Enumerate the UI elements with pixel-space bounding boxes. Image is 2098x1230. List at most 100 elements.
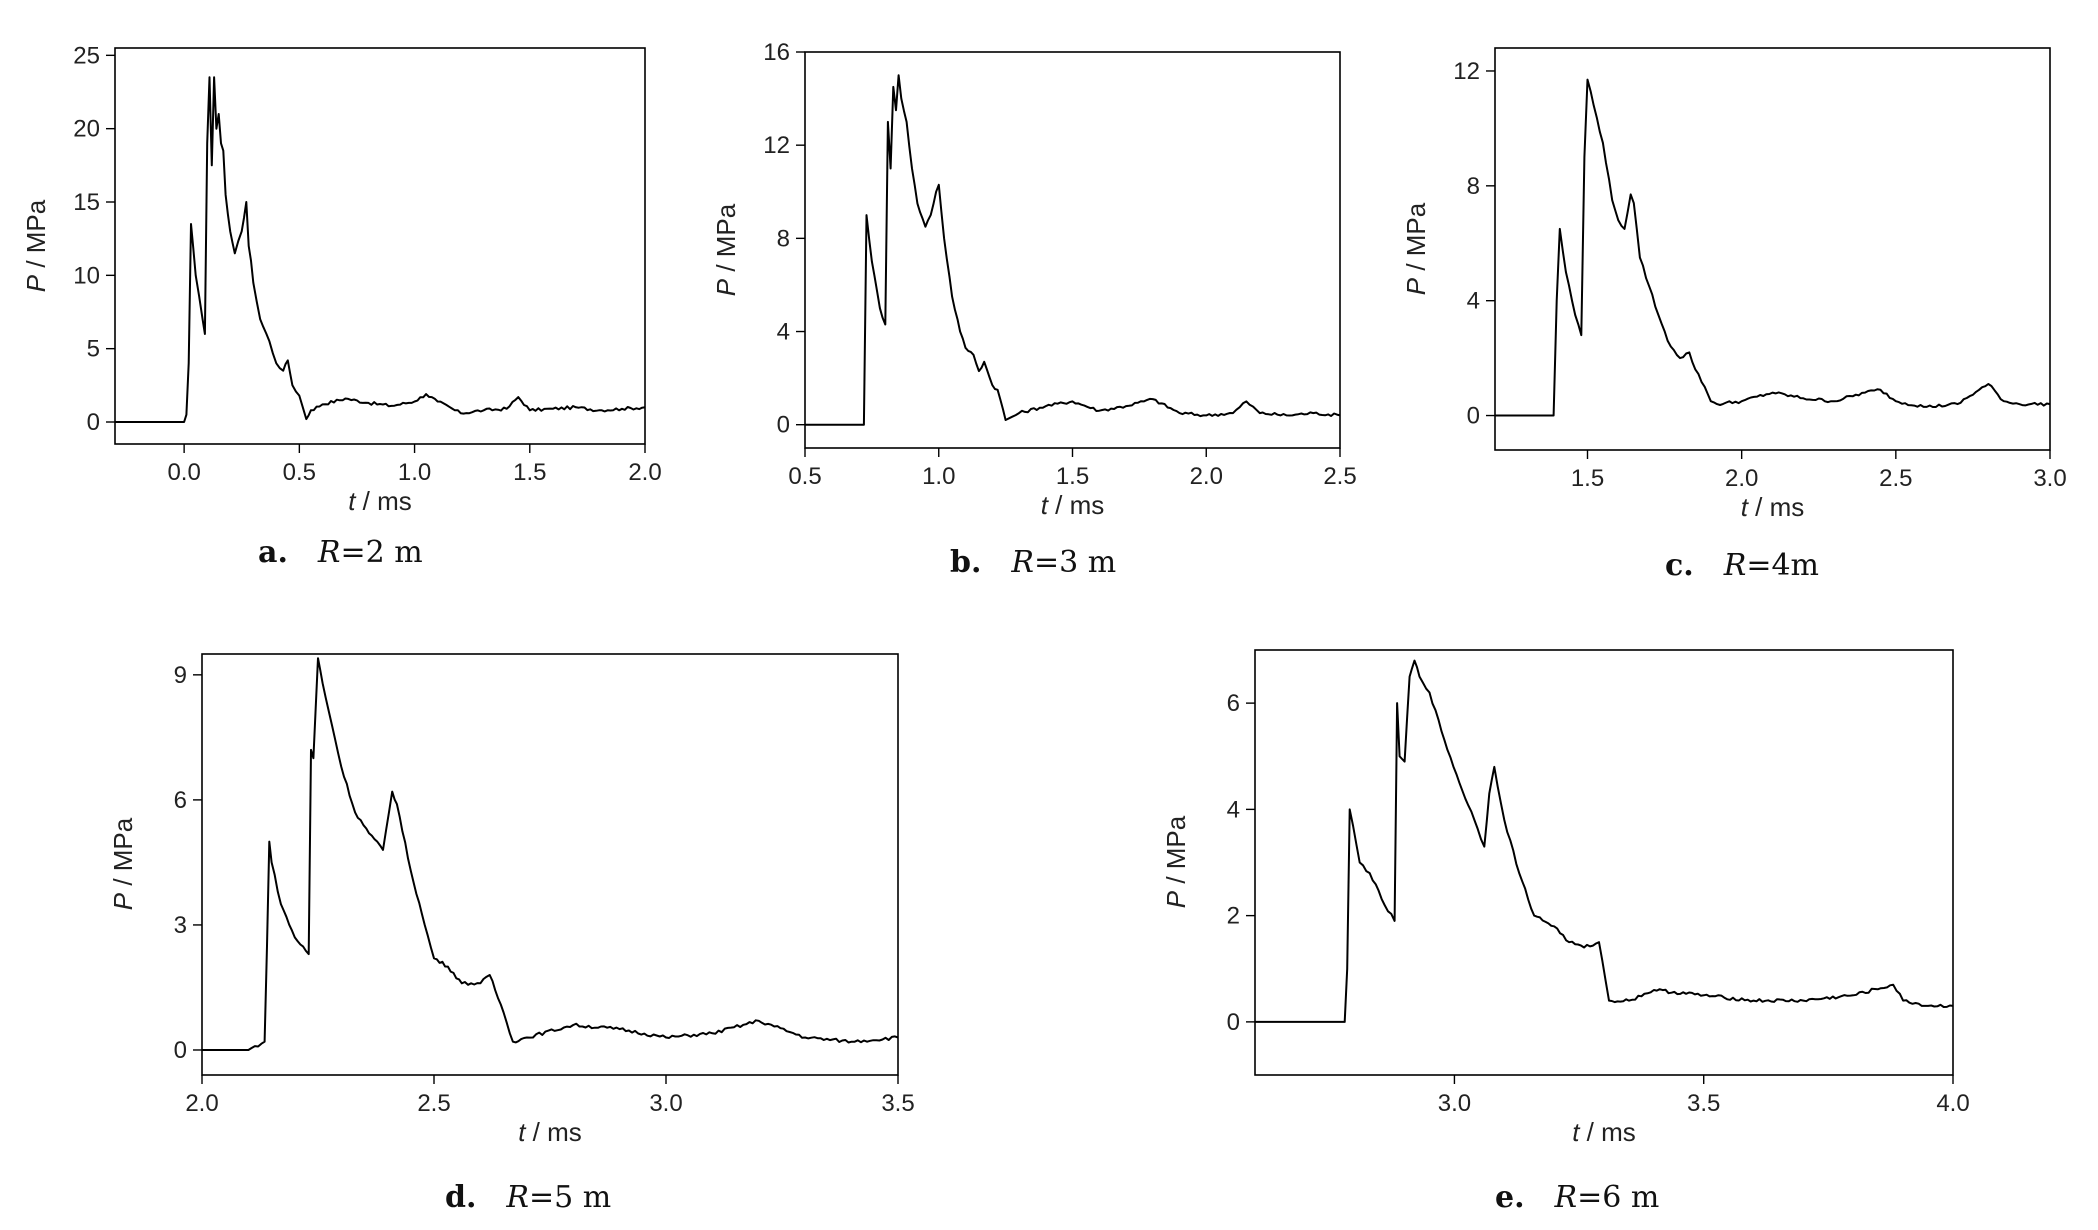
x-tick-label: 0.5 [788,463,821,490]
y-tick-label: 25 [73,42,100,69]
x-axis-label: t / ms [1572,1117,1636,1147]
y-tick-label: 0 [1467,403,1480,430]
x-tick-label: 0.5 [283,459,316,486]
caption-value: =4m [1746,548,1819,583]
y-axis-unit: / MPa [1401,202,1431,278]
y-tick-label: 10 [73,262,100,289]
figure-caption: e. R=6 m [1495,1180,1659,1215]
caption-value: =2 m [340,535,422,570]
x-tick-label: 1.5 [513,459,546,486]
x-tick-label: 1.5 [1056,463,1089,490]
figure-caption: c. R=4m [1665,548,1819,583]
figure-caption: d. R=5 m [445,1180,611,1215]
x-tick-label: 2.5 [1323,463,1356,490]
x-axis-label: t / ms [1741,492,1805,522]
plot-frame [1494,47,2051,451]
y-tick-label: 20 [73,116,100,143]
caption-value: =5 m [529,1180,611,1215]
chart-b: 0.5 1.0 1.5 2.0 2.5 0 4 8 12 16 t / ms P / MPa b. R=3… [711,39,1357,580]
x-tick-label: 3.5 [1687,1090,1720,1117]
x-axis-unit: / ms [355,486,411,516]
figure-caption: a. R=2 m [258,535,423,570]
x-axis-var: t [1572,1117,1581,1147]
y-axis-label: P / MPa [108,817,138,910]
plot-frame [804,51,1341,449]
chart-c: 1.5 2.0 2.5 3.0 0 4 8 12 t / ms P / MPa c. R=4m [1401,47,2067,583]
y-tick-label: 0 [87,409,100,436]
pressure-series-line [202,657,899,1051]
caption-letter: a. [258,535,288,570]
caption-label: R [317,535,341,570]
x-axis-unit: / ms [1748,492,1804,522]
x-tick-label: 0.0 [167,459,200,486]
y-tick-label: 0 [1227,1009,1240,1036]
caption-letter: e. [1495,1180,1525,1215]
y-axis-label: P / MPa [711,203,741,296]
chart-a: 0.0 0.5 1.0 1.5 2.0 0 5 10 15 20 25 t / ms P / MPa a.… [21,42,662,570]
y-tick-label: 5 [87,336,100,363]
x-tick-label: 1.0 [398,459,431,486]
caption-label: R [1723,548,1747,583]
y-axis-unit: / MPa [108,817,138,893]
y-axis-var: P [1401,277,1431,295]
y-tick-label: 6 [174,787,187,814]
y-axis-label: P / MPa [1401,202,1431,295]
y-tick-label: 12 [763,132,790,159]
y-axis-var: P [1161,890,1191,908]
caption-label: R [1554,1180,1578,1215]
caption-letter: d. [445,1180,476,1215]
caption-letter: c. [1665,548,1694,583]
x-axis-label: t / ms [348,486,412,516]
x-tick-label: 3.0 [1438,1090,1471,1117]
chart-d: 2.0 2.5 3.0 3.5 0 3 6 9 t / ms P / MPa d. R=5 m [108,653,915,1215]
x-tick-label: 2.0 [1725,465,1758,492]
x-tick-label: 2.0 [628,459,661,486]
x-tick-label: 2.5 [1879,465,1912,492]
x-tick-label: 4.0 [1936,1090,1969,1117]
y-axis-var: P [108,892,138,910]
plot-frame [114,47,646,445]
y-tick-label: 12 [1453,58,1480,85]
x-tick-label: 3.5 [881,1090,914,1117]
y-tick-label: 2 [1227,903,1240,930]
y-tick-label: 4 [1227,796,1240,823]
y-tick-label: 15 [73,189,100,216]
x-axis-var: t [518,1117,527,1147]
x-axis-label: t / ms [518,1117,582,1147]
chart-e: 3.0 3.5 4.0 0 2 4 6 t / ms P / MPa e. R=6 m [1161,649,1970,1215]
x-axis-var: t [1741,492,1750,522]
x-tick-label: 3.0 [649,1090,682,1117]
plot-frame [1254,649,1954,1076]
x-tick-label: 3.0 [2033,465,2066,492]
x-tick-label: 1.5 [1571,465,1604,492]
pressure-series-line [1255,659,1954,1023]
y-axis-var: P [21,274,51,292]
caption-value: =3 m [1034,545,1116,580]
y-tick-label: 4 [1467,288,1480,315]
caption-letter: b. [950,545,981,580]
x-axis-var: t [1041,490,1050,520]
x-tick-label: 2.0 [1190,463,1223,490]
caption-value: =6 m [1577,1180,1659,1215]
x-axis-label: t / ms [1041,490,1105,520]
y-tick-label: 0 [777,412,790,439]
y-tick-label: 8 [1467,173,1480,200]
y-axis-var: P [711,278,741,296]
pressure-series-line [805,74,1341,426]
plot-frame [201,653,899,1076]
x-tick-label: 2.5 [417,1090,450,1117]
x-axis-unit: / ms [1579,1117,1635,1147]
y-tick-label: 4 [777,319,790,346]
y-tick-label: 8 [777,225,790,252]
caption-label: R [505,1180,529,1215]
figure-caption: b. R=3 m [950,545,1116,580]
y-tick-label: 0 [174,1037,187,1064]
y-tick-label: 6 [1227,690,1240,717]
x-axis-var: t [348,486,357,516]
x-axis-unit: / ms [1048,490,1104,520]
y-axis-label: P / MPa [21,199,51,292]
y-tick-label: 3 [174,912,187,939]
y-axis-unit: / MPa [711,203,741,279]
y-tick-label: 16 [763,39,790,66]
